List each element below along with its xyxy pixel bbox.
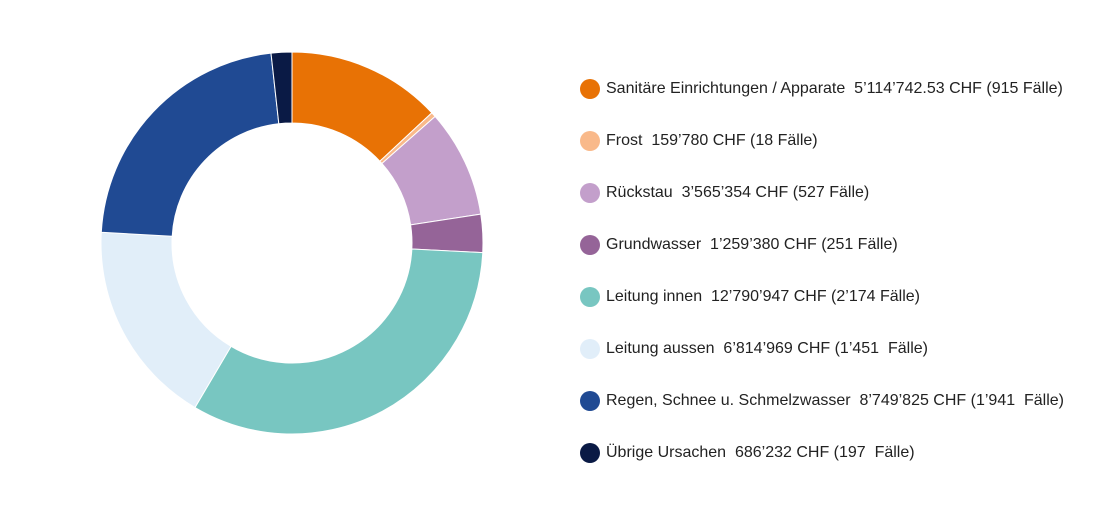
legend-label-frost: Frost 159’780 CHF (18 Fälle) bbox=[606, 132, 818, 149]
legend-swatch-regen-schnee bbox=[580, 391, 600, 411]
legend-swatch-rueckstau bbox=[580, 183, 600, 203]
legend-swatch-sanitaere-einrichtungen bbox=[580, 79, 600, 99]
legend-label-regen-schnee: Regen, Schnee u. Schmelzwasser 8’749’825… bbox=[606, 392, 1065, 409]
legend-item-leitung-innen: Leitung innen 12’790’947 CHF (2’174 Fäll… bbox=[580, 271, 1110, 323]
legend-item-grundwasser: Grundwasser 1’259’380 CHF (251 Fälle) bbox=[580, 219, 1110, 271]
donut-slice-leitung-innen bbox=[194, 248, 484, 435]
legend-item-frost: Frost 159’780 CHF (18 Fälle) bbox=[580, 115, 1110, 167]
legend-swatch-uebrige-ursachen bbox=[580, 443, 600, 463]
donut-chart bbox=[100, 51, 484, 435]
donut-slice-regen-schnee bbox=[100, 52, 280, 237]
legend-item-rueckstau: Rückstau 3’565’354 CHF (527 Fälle) bbox=[580, 167, 1110, 219]
legend: Sanitäre Einrichtungen / Apparate 5’114’… bbox=[580, 63, 1110, 479]
legend-swatch-leitung-innen bbox=[580, 287, 600, 307]
legend-item-uebrige-ursachen: Übrige Ursachen 686’232 CHF (197 Fälle) bbox=[580, 427, 1110, 479]
legend-label-leitung-aussen: Leitung aussen 6’814’969 CHF (1’451 Fäll… bbox=[606, 340, 928, 357]
legend-label-grundwasser: Grundwasser 1’259’380 CHF (251 Fälle) bbox=[606, 236, 898, 253]
legend-swatch-frost bbox=[580, 131, 600, 151]
legend-label-uebrige-ursachen: Übrige Ursachen 686’232 CHF (197 Fälle) bbox=[606, 444, 915, 461]
legend-item-sanitaere-einrichtungen: Sanitäre Einrichtungen / Apparate 5’114’… bbox=[580, 63, 1110, 115]
legend-label-sanitaere-einrichtungen: Sanitäre Einrichtungen / Apparate 5’114’… bbox=[606, 80, 1063, 97]
legend-swatch-grundwasser bbox=[580, 235, 600, 255]
legend-swatch-leitung-aussen bbox=[580, 339, 600, 359]
donut-slice-uebrige-ursachen bbox=[270, 51, 293, 125]
legend-item-regen-schnee: Regen, Schnee u. Schmelzwasser 8’749’825… bbox=[580, 375, 1110, 427]
legend-label-leitung-innen: Leitung innen 12’790’947 CHF (2’174 Fäll… bbox=[606, 288, 920, 305]
legend-item-leitung-aussen: Leitung aussen 6’814’969 CHF (1’451 Fäll… bbox=[580, 323, 1110, 375]
legend-label-rueckstau: Rückstau 3’565’354 CHF (527 Fälle) bbox=[606, 184, 870, 201]
